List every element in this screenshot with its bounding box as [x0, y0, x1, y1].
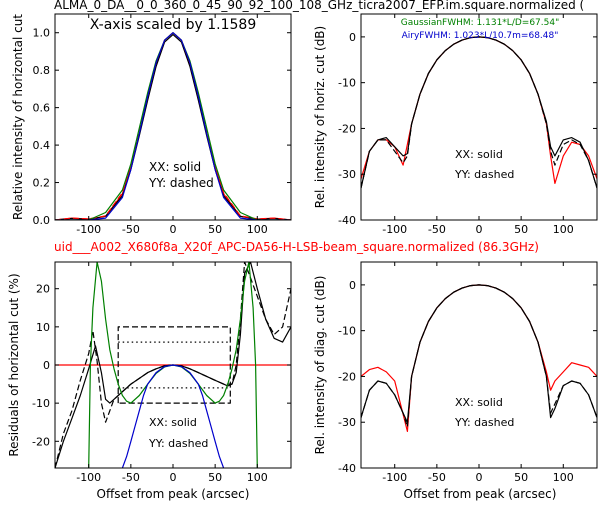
horiz_db-series-black-solid-1	[361, 36, 597, 189]
diag_db-ytick-label: -30	[338, 416, 356, 429]
residuals-ytick-label: 0	[43, 359, 50, 372]
profile-axes-frame	[54, 13, 292, 221]
panel-horiz-db: -100 -50 0 50 100-40-30-20-100 GaussianFWHM:…	[313, 13, 598, 236]
horiz_db-ytick-label: 0	[349, 31, 356, 44]
diag-db-axes-frame	[360, 261, 598, 469]
diag_db-ytick-label: -40	[338, 462, 356, 475]
profile-xtick-label: 50	[208, 223, 222, 236]
horiz_db-ytick-label: -30	[338, 168, 356, 181]
profile-series-black-solid-1	[55, 33, 291, 220]
diag_db-xtick-label: -50	[428, 471, 446, 484]
profile-legend-yy: YY: dashed	[148, 176, 214, 190]
residuals-legend-xx: XX: solid	[149, 416, 197, 429]
horiz-db-ylabel: Rel. intensity of horiz. cut (dB)	[313, 26, 327, 208]
diag-db-legend-yy: YY: dashed	[454, 416, 514, 429]
profile-ytick-label: 0.0	[33, 214, 51, 227]
profile-legend-xx: XX: solid	[149, 160, 201, 174]
profile-tick-layer: -100 -50 0 50 100 0.0 0.2 0.4 0.6 0.8 1.0	[33, 14, 291, 236]
diag_db-ytick-label: -10	[338, 325, 356, 338]
residuals-xlabel: Offset from peak (arcsec)	[97, 487, 250, 501]
residuals-xtick-label: -50	[122, 471, 140, 484]
diag_db-series-black-dashed-2	[361, 284, 597, 428]
diag_db-xtick-label: 100	[553, 471, 574, 484]
horiz-db-legend-xx: XX: solid	[455, 148, 503, 161]
profile-series-blue-solid-4	[55, 32, 291, 220]
figure-title-middle: uid___A002_X680f8a_X20f_APC-DA56-H-LSB-b…	[54, 240, 539, 254]
residuals-series-blue-solid-7	[121, 364, 225, 468]
profile-series-green-solid-3	[55, 32, 291, 220]
horiz-db-tick-layer: -100 -50 0 50 100-40-30-20-100	[338, 14, 597, 236]
residuals-xtick-label: -100	[76, 471, 101, 484]
residuals-xtick-label: 100	[247, 471, 268, 484]
residuals-series-layer	[55, 262, 291, 468]
diag_db-xtick-label: -100	[382, 471, 407, 484]
residuals-legend-yy: YY: dashed	[148, 437, 208, 450]
horiz-db-legend-yy: YY: dashed	[454, 168, 514, 181]
residuals-ytick-label: -20	[32, 435, 50, 448]
diag-db-series-layer	[361, 284, 597, 432]
horiz_db-xtick-label: -50	[428, 223, 446, 236]
diag-db-tick-layer: -100 -50 0 50 100-40-30-20-100	[338, 262, 597, 484]
gaussian-fwhm-annotation: GaussianFWHM: 1.131*L/D=67.54"	[401, 18, 559, 28]
horiz_db-ytick-label: -20	[338, 122, 356, 135]
airy-fwhm-annotation: AiryFWHM: 1.023*L/10.7m=68.48"	[402, 31, 559, 41]
profile-xtick-label: 0	[170, 223, 177, 236]
diag-db-legend-xx: XX: solid	[455, 396, 503, 409]
panel-profile: -100 -50 0 50 100 0.0 0.2 0.4 0.6 0.8 1.0 X-axis s…	[11, 13, 292, 236]
horiz_db-series-black-dashed-2	[361, 36, 597, 189]
diag-db-xlabel: Offset from peak (arcsec)	[404, 487, 557, 501]
horiz-db-axes-frame	[360, 13, 598, 221]
diag_db-series-red-solid-0	[361, 284, 597, 432]
horiz_db-xtick-label: 100	[553, 223, 574, 236]
profile-ytick-label: 0.6	[33, 102, 51, 115]
profile-ytick-label: 0.2	[33, 177, 51, 190]
horiz_db-xtick-label: 0	[476, 223, 483, 236]
diag_db-xtick-label: 50	[514, 471, 528, 484]
panel-diag-db: -100 -50 0 50 100-40-30-20-100 XX: solid YY:…	[313, 261, 598, 501]
profile-xtick-label: -100	[76, 223, 101, 236]
residuals-ytick-label: 10	[36, 321, 50, 334]
horiz_db-xtick-label: -100	[382, 223, 407, 236]
horiz_db-ytick-label: -10	[338, 77, 356, 90]
profile-ytick-label: 0.8	[33, 64, 51, 77]
figure-title-top: ALMA_0_DA__0_0_360_0_45_90_92_100_108_GH…	[54, 0, 584, 12]
profile-xtick-label: -50	[122, 223, 140, 236]
profile-series-red-solid-0	[55, 32, 291, 220]
profile-ylabel: Relative intensity of horizontal cut	[11, 14, 25, 220]
residuals-ytick-label: -10	[32, 397, 50, 410]
residuals-series-black-dashed-3	[117, 326, 231, 404]
horiz-db-series-layer	[361, 36, 597, 189]
profile-ytick-label: 0.4	[33, 139, 51, 152]
profile-ytick-label: 1.0	[33, 27, 51, 40]
residuals-ylabel: Residuals of horizontal cut (%)	[7, 273, 21, 456]
residuals-xtick-label: 50	[208, 471, 222, 484]
residuals-ytick-label: 20	[36, 283, 50, 296]
diag-db-ylabel: Rel. intensity of diag. cut (dB)	[313, 276, 327, 455]
residuals-axes-frame	[54, 261, 292, 469]
diag_db-ytick-label: -20	[338, 370, 356, 383]
horiz_db-xtick-label: 50	[514, 223, 528, 236]
horiz_db-ytick-label: -40	[338, 214, 356, 227]
profile-series-red-dashed-2	[55, 32, 291, 220]
profile-series-layer	[55, 32, 291, 220]
horiz_db-series-red-solid-0	[361, 36, 597, 184]
residuals-xtick-label: 0	[170, 471, 177, 484]
diag_db-ytick-label: 0	[349, 279, 356, 292]
diag_db-xtick-label: 0	[476, 471, 483, 484]
profile-scale-annotation: X-axis scaled by 1.1589	[90, 17, 256, 33]
profile-xtick-label: 100	[247, 223, 268, 236]
